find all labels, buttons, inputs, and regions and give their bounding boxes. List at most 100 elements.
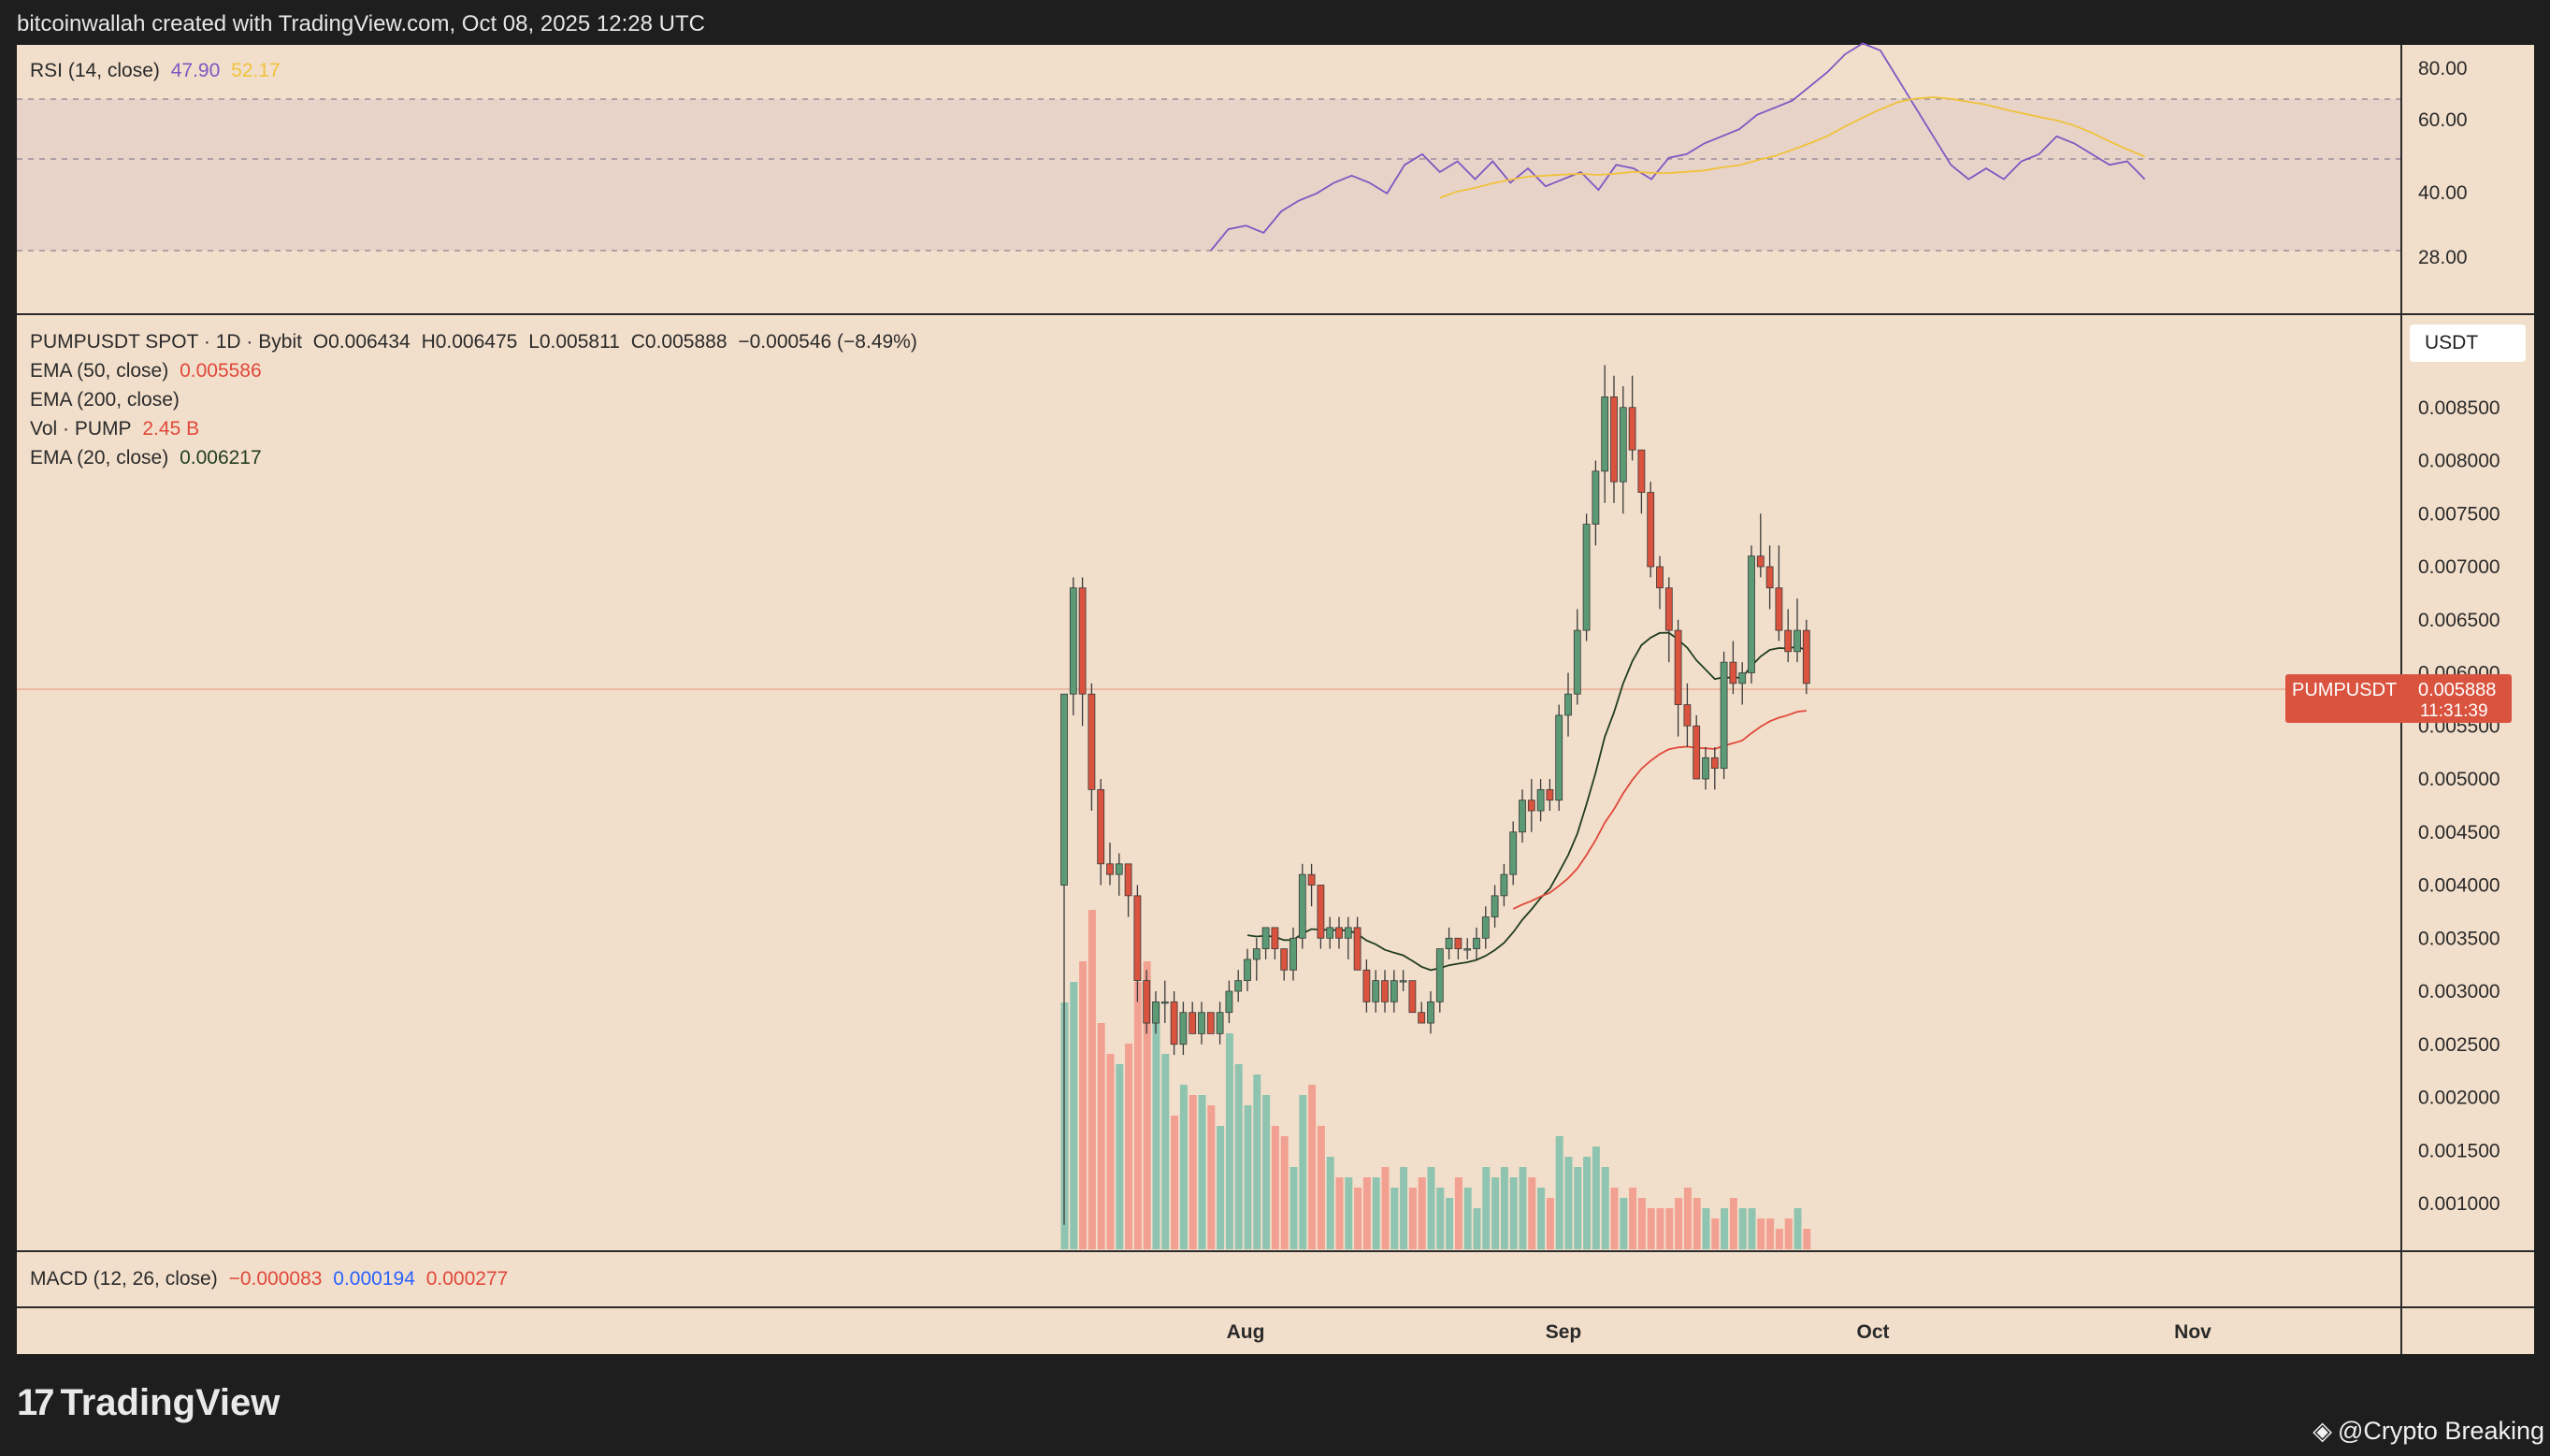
candle	[1664, 587, 1673, 631]
rsi-legend: RSI (14, close) 47.90 52.17	[30, 60, 286, 82]
price-tick-label: 0.008500	[2418, 397, 2500, 419]
last-price-countdown: 11:31:39	[2420, 701, 2488, 721]
volume-bar	[1408, 1188, 1417, 1249]
candle	[1702, 757, 1709, 780]
volume-bar	[1738, 1208, 1747, 1249]
volume-bar	[1299, 1095, 1307, 1249]
candle	[1674, 629, 1682, 705]
ema50-value: 0.005586	[180, 360, 262, 382]
volume-bar	[1079, 961, 1088, 1249]
price-tick-label: 0.001500	[2418, 1140, 2500, 1161]
volume-bar	[1647, 1208, 1655, 1249]
volume-bar	[1217, 1126, 1225, 1249]
volume-bar	[1198, 1095, 1206, 1249]
candle	[1536, 788, 1545, 812]
rsi-tick-label: 80.00	[2418, 58, 2468, 79]
volume-bar	[1784, 1218, 1793, 1249]
candle	[1143, 980, 1151, 1024]
volume-label: Vol · PUMP	[30, 418, 132, 440]
watermark-text: @Crypto Breaking	[2338, 1417, 2544, 1445]
volume-bar	[1482, 1167, 1491, 1249]
candles-layer	[1060, 365, 1810, 1225]
volume-bar	[1143, 961, 1151, 1249]
volume-bar	[1794, 1208, 1802, 1249]
volume-bar	[1427, 1167, 1435, 1249]
candle	[1435, 948, 1444, 1002]
rsi-band	[17, 99, 2401, 251]
candle	[1124, 863, 1132, 897]
currency-button[interactable]: USDT	[2410, 324, 2526, 362]
volume-bar	[1629, 1188, 1637, 1249]
candle	[1637, 449, 1646, 493]
price-tick-label: 0.008000	[2418, 451, 2500, 472]
volume-legend: Vol · PUMP 2.45 B	[30, 418, 205, 440]
volume-bar	[1225, 1033, 1233, 1249]
tradingview-logo[interactable]: 17 TradingView	[17, 1382, 280, 1424]
volume-bar	[1244, 1105, 1252, 1249]
rsi-layer	[1210, 42, 2146, 252]
volume-bar	[1418, 1177, 1426, 1249]
volume-bar	[1555, 1136, 1563, 1249]
candle	[1179, 1012, 1188, 1045]
candle	[1693, 725, 1701, 780]
rsi-line	[1210, 42, 2146, 252]
volume-bar	[1289, 1167, 1298, 1249]
candle	[1738, 672, 1747, 685]
volume-bar	[1693, 1198, 1701, 1249]
volume-bar	[1748, 1208, 1756, 1249]
candle	[1381, 980, 1389, 1002]
candle	[1198, 1012, 1205, 1034]
symbol-title: PUMPUSDT SPOT · 1D · Bybit	[30, 331, 302, 353]
ema50-line	[1512, 710, 1807, 910]
ohlc-close: C0.005888	[630, 331, 728, 353]
candle	[1261, 927, 1270, 950]
candle	[1601, 396, 1609, 472]
ohlc-high: H0.006475	[421, 331, 518, 353]
candle	[1519, 800, 1526, 833]
price-tick-label: 0.002000	[2418, 1088, 2500, 1109]
volume-bar	[1519, 1167, 1527, 1249]
volume-bar	[1473, 1208, 1481, 1249]
watermark: ◈ @Crypto Breaking	[2312, 1417, 2544, 1446]
price-tick-label: 0.003000	[2418, 981, 2500, 1002]
volume-bar	[1207, 1105, 1216, 1249]
volume-bar	[1436, 1188, 1445, 1249]
candle	[1133, 895, 1142, 982]
volume-bar	[1583, 1157, 1592, 1249]
volume-bar	[1354, 1188, 1362, 1249]
volume-bar	[1271, 1126, 1279, 1249]
chart-credit: bitcoinwallah created with TradingView.c…	[17, 11, 705, 36]
volume-bar	[1253, 1074, 1261, 1249]
candle	[1335, 927, 1343, 939]
volume-bar	[1116, 1064, 1124, 1249]
macd-legend: MACD (12, 26, close) −0.000083 0.000194 …	[30, 1268, 513, 1290]
volume-bar	[1509, 1177, 1518, 1249]
candle	[1794, 629, 1801, 653]
volume-bar	[1335, 1177, 1344, 1249]
volume-bar	[1446, 1198, 1454, 1249]
candle	[1710, 757, 1719, 770]
volume-bar	[1317, 1126, 1325, 1249]
volume-bar	[1711, 1218, 1720, 1249]
candle	[1473, 937, 1480, 950]
volume-bar	[1702, 1208, 1710, 1249]
candle	[1756, 555, 1765, 568]
volume-bar	[1152, 1002, 1160, 1249]
ema50-legend: EMA (50, close) 0.005586	[30, 360, 267, 382]
candle	[1206, 1012, 1215, 1034]
volume-bar	[1070, 982, 1078, 1249]
volume-bar	[1592, 1146, 1600, 1249]
candle	[1784, 629, 1793, 653]
ema20-legend: EMA (20, close) 0.006217	[30, 447, 267, 469]
volume-bar	[1390, 1188, 1399, 1249]
candle	[1317, 885, 1325, 939]
candle	[1408, 980, 1417, 1014]
volume-bar	[1683, 1188, 1692, 1249]
candle	[1500, 873, 1508, 897]
price-tick-label: 0.001000	[2418, 1193, 2500, 1215]
candle	[1610, 396, 1618, 483]
tradingview-mark-icon: 17	[17, 1382, 54, 1423]
volume-bar	[1345, 1177, 1353, 1249]
ema200-legend: EMA (200, close)	[30, 389, 185, 411]
